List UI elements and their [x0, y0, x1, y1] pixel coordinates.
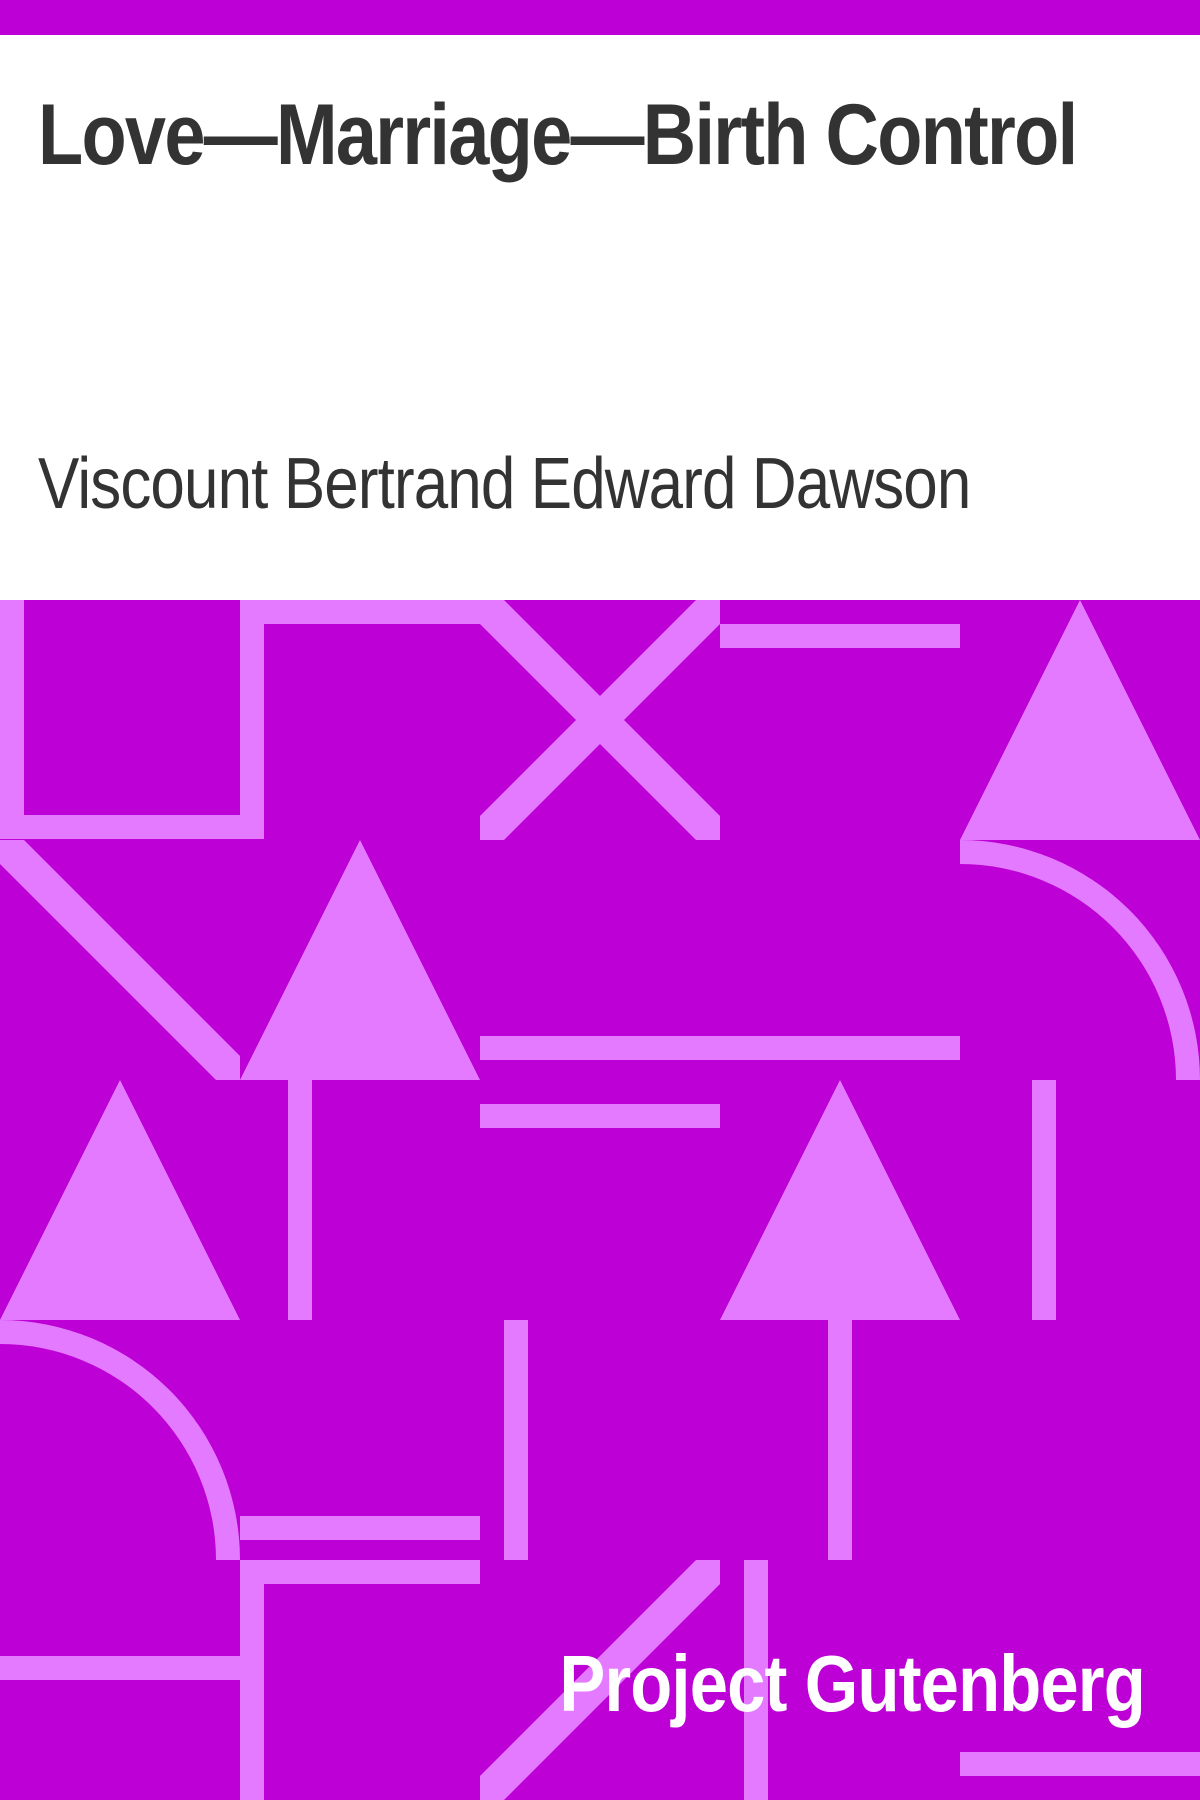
book-author: Viscount Bertrand Edward Dawson — [38, 444, 971, 524]
top-color-band — [0, 0, 1200, 35]
geometric-pattern-artwork — [0, 600, 1200, 1800]
pattern-shapes — [0, 600, 1200, 1800]
publisher-label: Project Gutenberg — [559, 1639, 1145, 1728]
book-title: Love—Marriage—Birth Control — [38, 87, 1078, 183]
